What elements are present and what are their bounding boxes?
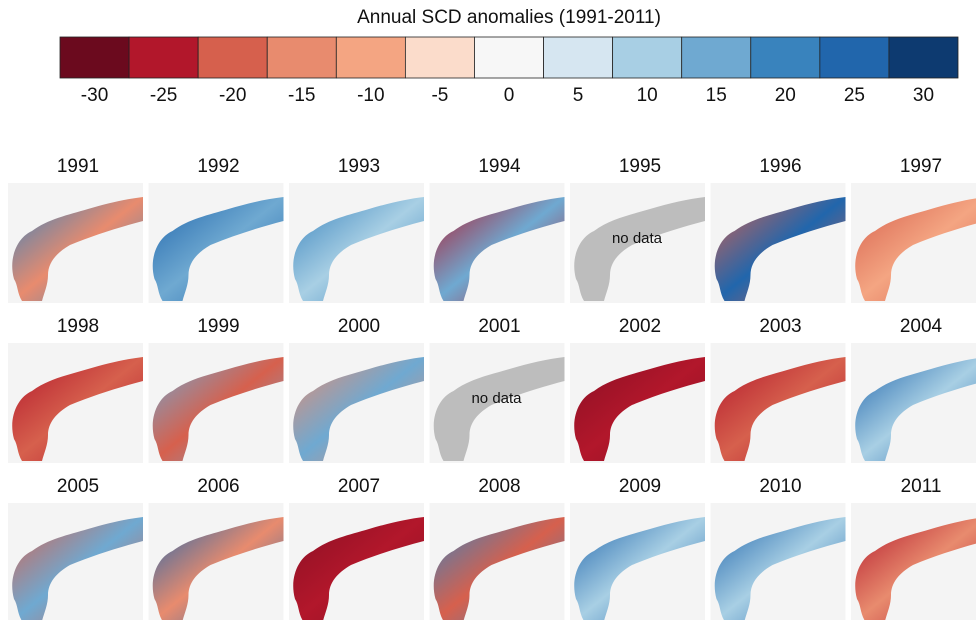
panel-year: 2007	[338, 476, 380, 497]
map-region	[714, 517, 846, 620]
panel-year: 2004	[900, 316, 943, 337]
colorbar-cell	[266, 36, 337, 79]
panel-year: 1991	[57, 156, 99, 177]
colorbar-tick-label: -30	[81, 85, 108, 106]
map-region	[433, 197, 565, 301]
map-region	[855, 198, 976, 301]
panel-year: 2000	[338, 316, 380, 337]
map-region	[433, 517, 565, 620]
map-region	[12, 197, 143, 301]
colorbar-tick-label: 10	[637, 85, 658, 106]
map-region	[152, 517, 284, 620]
colorbar-tick-label: -10	[357, 85, 384, 106]
panel-year: 1994	[478, 156, 521, 177]
colorbar-cell	[404, 36, 475, 79]
map-region	[293, 197, 424, 301]
panel-year: 2002	[619, 316, 661, 337]
no-data-label: no data	[471, 390, 522, 407]
map-region	[152, 197, 284, 301]
colorbar-tick-label: -20	[219, 85, 246, 106]
colorbar-cell	[681, 36, 752, 79]
panel-year: 1992	[197, 156, 239, 177]
map-region	[855, 518, 976, 620]
panel-year: 1998	[57, 316, 99, 337]
colorbar-tick-label: 25	[844, 85, 865, 106]
colorbar-cell	[335, 36, 406, 79]
colorbar-tick-label: 5	[573, 85, 584, 106]
map-region	[574, 357, 705, 461]
panel-year: 1995	[619, 156, 661, 177]
colorbar-tick-label: 30	[913, 85, 934, 106]
map-region	[12, 517, 143, 620]
colorbar-cell	[197, 36, 268, 79]
panel-year: 2003	[759, 316, 801, 337]
colorbar-cell	[474, 36, 544, 79]
map-region	[293, 517, 424, 620]
panel-year: 2008	[478, 476, 520, 497]
map-region	[433, 357, 565, 461]
map-region	[714, 197, 846, 301]
colorbar-tick-label: -5	[431, 85, 448, 106]
colorbar-cell	[543, 36, 614, 79]
panel-year: 2005	[57, 476, 99, 497]
map-region	[855, 358, 976, 461]
map-region	[574, 197, 705, 301]
colorbar-cell	[128, 36, 199, 79]
colorbar-tick-label: 0	[504, 85, 515, 106]
colorbar-tick-label: 15	[706, 85, 727, 106]
colorbar-cell	[612, 36, 683, 79]
map-region	[12, 357, 143, 461]
map-region	[152, 357, 284, 461]
colorbar-tick-label: 20	[775, 85, 796, 106]
panel-year: 1997	[900, 156, 942, 177]
colorbar-title: Annual SCD anomalies (1991-2011)	[357, 7, 661, 28]
panel-year: 2010	[759, 476, 801, 497]
panel-year: 2006	[197, 476, 239, 497]
panel-year: 2001	[478, 316, 520, 337]
panel-year: 1999	[197, 316, 239, 337]
colorbar-cell	[59, 36, 130, 79]
panel-year: 2009	[619, 476, 661, 497]
panel-year: 1993	[338, 156, 380, 177]
map-region	[293, 357, 424, 461]
colorbar-cell	[888, 36, 959, 79]
panel-year: 2011	[901, 476, 942, 497]
no-data-label: no data	[612, 230, 663, 247]
colorbar-tick-label: -25	[150, 85, 177, 106]
map-region	[714, 357, 846, 461]
colorbar-cell	[750, 36, 821, 79]
map-region	[574, 517, 705, 620]
colorbar-tick-label: -15	[288, 85, 315, 106]
colorbar-cell	[819, 36, 890, 79]
panel-year: 1996	[759, 156, 801, 177]
